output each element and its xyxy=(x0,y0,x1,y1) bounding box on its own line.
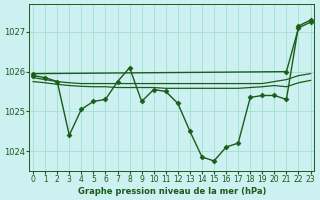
X-axis label: Graphe pression niveau de la mer (hPa): Graphe pression niveau de la mer (hPa) xyxy=(78,187,266,196)
